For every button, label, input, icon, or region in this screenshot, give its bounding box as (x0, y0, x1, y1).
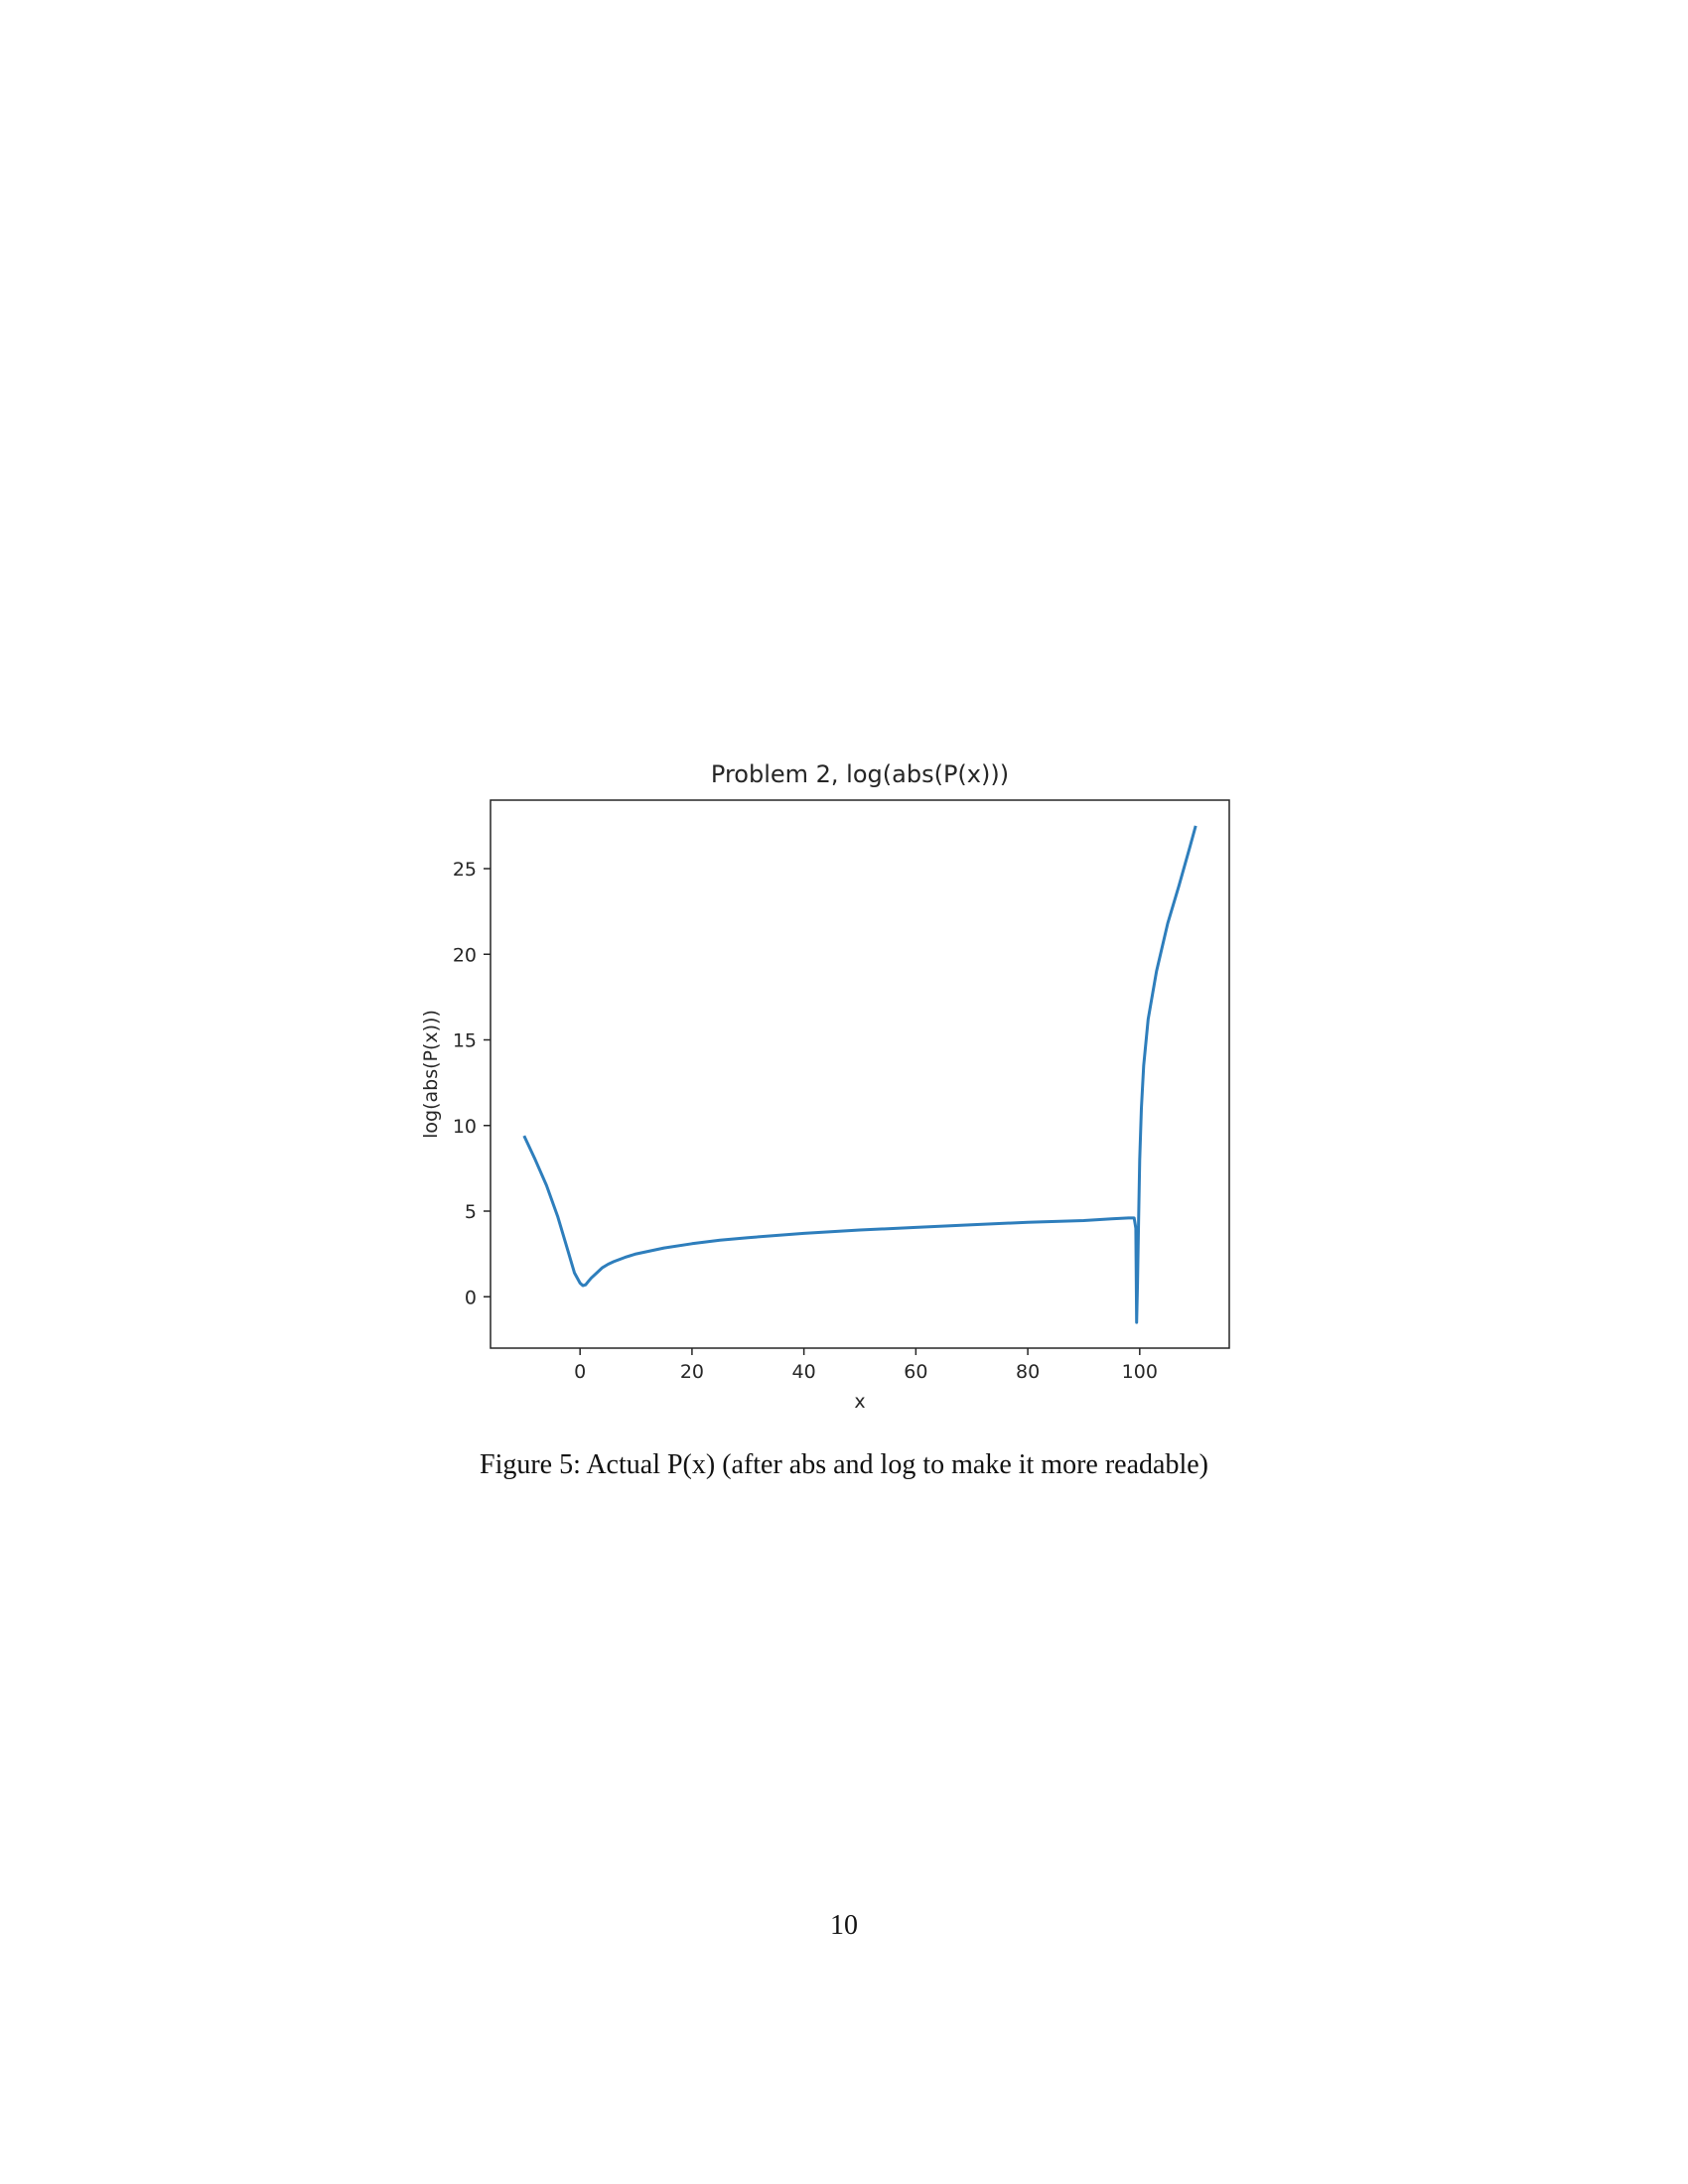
x-tick-label: 60 (904, 1361, 927, 1383)
x-tick-label: 0 (574, 1361, 586, 1383)
y-axis-label: log(abs(P(x))) (420, 1010, 442, 1139)
x-tick-label: 40 (792, 1361, 816, 1383)
x-tick-label: 100 (1122, 1361, 1158, 1383)
figure-caption: Figure 5: Actual P(x) (after abs and log… (480, 1449, 1208, 1480)
x-tick-label: 80 (1016, 1361, 1040, 1383)
chart-title: Problem 2, log(abs(P(x))) (711, 760, 1009, 788)
y-tick-label: 5 (465, 1201, 477, 1223)
y-tick-label: 0 (465, 1287, 477, 1308)
y-tick-label: 10 (453, 1116, 477, 1138)
plot-area-frame (490, 799, 1230, 1349)
y-tick-label: 25 (453, 859, 477, 881)
x-axis-label: x (854, 1391, 865, 1413)
x-tick-label: 20 (680, 1361, 704, 1383)
y-tick-label: 20 (453, 944, 477, 966)
y-tick-label: 15 (453, 1030, 477, 1052)
y-ticks: 0 5 10 15 20 25 (453, 859, 491, 1308)
page-number: 10 (830, 1910, 858, 1941)
x-ticks: 0 20 40 60 80 100 (574, 1348, 1158, 1383)
series-line (522, 825, 1197, 1324)
